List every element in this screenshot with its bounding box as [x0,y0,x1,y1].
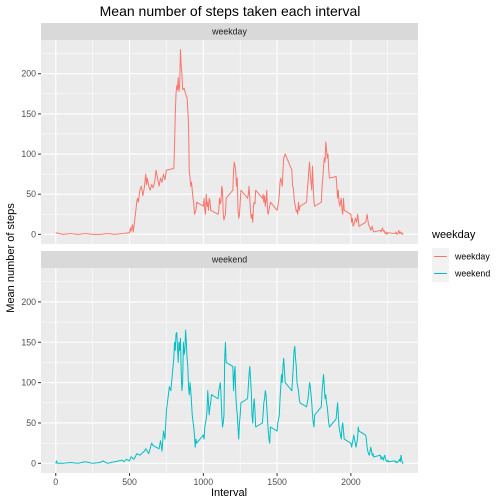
y-tick-label: 150 [21,109,36,119]
strip-background [41,251,418,268]
legend-title: weekday [431,229,476,241]
y-tick-label: 0 [31,229,36,239]
y-tick-label: 100 [21,149,36,159]
series-line-weekday [55,49,404,235]
x-tick-label: 1500 [267,477,287,487]
strip-background [41,23,418,40]
legend-item-weekday: weekday [432,248,490,265]
y-tick-label: 50 [26,418,36,428]
panel-background [41,40,418,244]
y-axis-title: Mean number of steps [5,203,17,313]
y-tick-label: 200 [21,69,36,79]
y-tick-label: 50 [26,189,36,199]
y-tick-label: 0 [31,458,36,468]
x-tick-label: 2000 [341,477,361,487]
panel-background [41,268,418,473]
y-tick-label: 200 [21,297,36,307]
chart-title: Mean number of steps taken each interval [100,3,361,19]
panel-weekday: weekday 0 50 100 150 200 [21,23,418,244]
x-tick-label: 1000 [194,477,214,487]
y-tick-label: 100 [21,378,36,388]
legend-label: weekend [454,269,490,279]
x-tick-label: 0 [53,477,58,487]
strip-label: weekend [211,255,247,265]
y-tick-label: 150 [21,337,36,347]
legend-item-weekend: weekend [432,265,490,282]
series-line-weekend [55,329,404,464]
strip-label: weekday [211,27,247,37]
legend: weekday weekday weekend [431,229,490,282]
x-tick-label: 500 [122,477,137,487]
legend-label: weekday [454,252,490,262]
x-axis-title: Interval [211,487,247,499]
